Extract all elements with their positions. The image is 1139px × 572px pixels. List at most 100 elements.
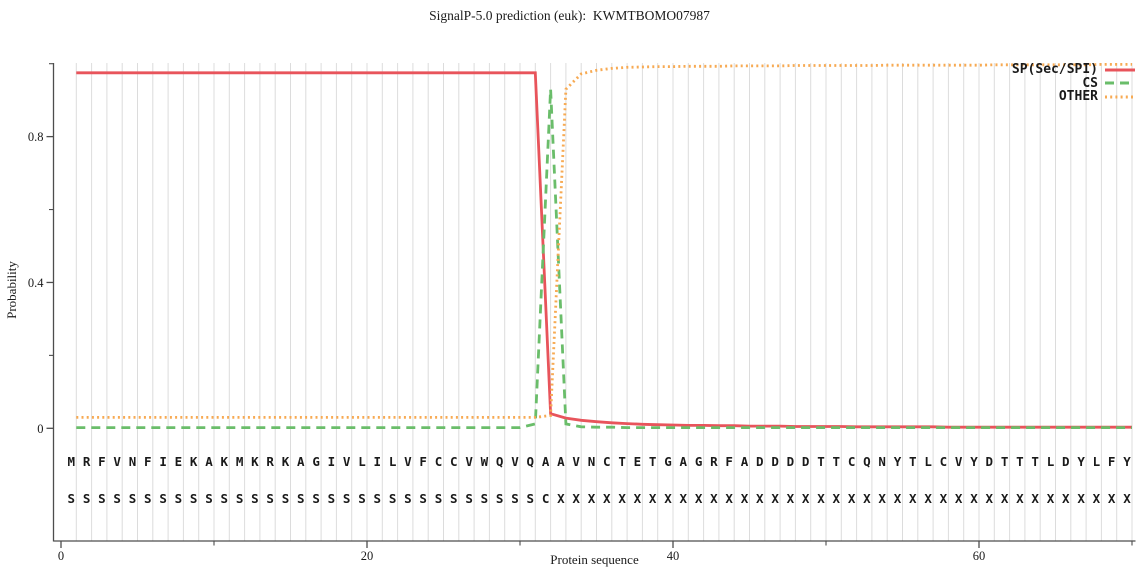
- marker-letter: S: [282, 491, 290, 506]
- sequence-letter: A: [205, 454, 213, 469]
- sequence-letter: K: [221, 454, 229, 469]
- sequence-letter: Y: [1123, 454, 1131, 469]
- sequence-letter: F: [419, 454, 427, 469]
- sequence-letter: L: [1093, 454, 1101, 469]
- sequence-letter: G: [664, 454, 672, 469]
- sequence-letter: A: [297, 454, 305, 469]
- marker-letter: X: [572, 491, 580, 506]
- marker-letter: S: [297, 491, 305, 506]
- sequence-letter: I: [159, 454, 167, 469]
- marker-letter: S: [465, 491, 473, 506]
- sequence-letter: D: [787, 454, 795, 469]
- sequence-letter: F: [144, 454, 152, 469]
- sequence-letter: Q: [863, 454, 871, 469]
- sequence-letter: R: [710, 454, 718, 469]
- chart-title: SignalP-5.0 prediction (euk): KWMTBOMO07…: [429, 8, 710, 23]
- sequence-letter: L: [358, 454, 366, 469]
- x-axis-label: Protein sequence: [550, 552, 639, 567]
- marker-letter: S: [205, 491, 213, 506]
- marker-letter: X: [557, 491, 565, 506]
- sequence-letter: L: [924, 454, 932, 469]
- marker-letter: X: [1016, 491, 1024, 506]
- marker-letter: S: [266, 491, 274, 506]
- y-tick-label: 0: [37, 422, 43, 436]
- marker-letter: X: [771, 491, 779, 506]
- sequence-letter: R: [83, 454, 91, 469]
- y-tick-label: 0.4: [28, 276, 44, 290]
- marker-letter: S: [144, 491, 152, 506]
- legend-row-sp: SP(Sec/SPI): [1012, 63, 1135, 77]
- marker-letter: S: [113, 491, 121, 506]
- legend-row-other: OTHER: [1012, 90, 1135, 104]
- sequence-letter: T: [649, 454, 657, 469]
- marker-letter: S: [98, 491, 106, 506]
- marker-letter: S: [435, 491, 443, 506]
- y-axis-label: Probability: [4, 261, 19, 319]
- marker-letter: X: [741, 491, 749, 506]
- sequence-letter: T: [833, 454, 841, 469]
- marker-letter: S: [83, 491, 91, 506]
- sequence-letter: T: [1031, 454, 1039, 469]
- marker-letter: X: [649, 491, 657, 506]
- sequence-letter: Y: [970, 454, 978, 469]
- sequence-letter: G: [312, 454, 320, 469]
- sequence-letter: M: [68, 454, 76, 469]
- sequence-letter: M: [236, 454, 244, 469]
- sequence-letter: V: [465, 454, 473, 469]
- marker-letter: S: [251, 491, 259, 506]
- sequence-letter: N: [878, 454, 886, 469]
- marker-letter: X: [833, 491, 841, 506]
- marker-letter: S: [419, 491, 427, 506]
- marker-letter: X: [940, 491, 948, 506]
- sequence-letter: N: [588, 454, 596, 469]
- sequence-letter: K: [251, 454, 259, 469]
- marker-letter: S: [511, 491, 519, 506]
- marker-letter: S: [374, 491, 382, 506]
- marker-letter: S: [328, 491, 336, 506]
- sequence-letter: W: [481, 454, 489, 469]
- marker-letter: C: [542, 491, 550, 506]
- marker-letter: X: [802, 491, 810, 506]
- marker-letter: X: [664, 491, 672, 506]
- marker-letter: X: [955, 491, 963, 506]
- sequence-letter: A: [542, 454, 550, 469]
- x-tick-label: 0: [58, 549, 64, 563]
- sequence-letter: T: [909, 454, 917, 469]
- marker-letter: S: [389, 491, 397, 506]
- sequence-letter: I: [328, 454, 336, 469]
- sequence-letter: A: [680, 454, 688, 469]
- marker-letter: S: [236, 491, 244, 506]
- sequence-letter: L: [389, 454, 397, 469]
- sequence-letter: D: [756, 454, 764, 469]
- marker-letter: S: [68, 491, 76, 506]
- marker-letter: S: [404, 491, 412, 506]
- marker-letter: X: [1062, 491, 1070, 506]
- other-curve: [76, 63, 1132, 419]
- marker-letter: S: [481, 491, 489, 506]
- sequence-letter: G: [695, 454, 703, 469]
- sequence-letter: C: [450, 454, 458, 469]
- sequence-letter: E: [634, 454, 642, 469]
- marker-letter: X: [1031, 491, 1039, 506]
- marker-letter: X: [924, 491, 932, 506]
- sequence-letter: V: [343, 454, 351, 469]
- marker-letter: X: [680, 491, 688, 506]
- sequence-letter: C: [848, 454, 856, 469]
- marker-letter: X: [1093, 491, 1101, 506]
- marker-letter: X: [817, 491, 825, 506]
- sequence-letter: D: [1062, 454, 1070, 469]
- marker-letter: X: [756, 491, 764, 506]
- x-tick-label: 20: [361, 549, 374, 563]
- marker-letter: X: [1001, 491, 1009, 506]
- marker-letter: X: [909, 491, 917, 506]
- marker-letter: X: [848, 491, 856, 506]
- x-tick-label: 60: [973, 549, 986, 563]
- sequence-letter: T: [1001, 454, 1009, 469]
- sequence-letter: R: [266, 454, 274, 469]
- sequence-letter: V: [113, 454, 121, 469]
- marker-letter: X: [787, 491, 795, 506]
- sequence-letter: D: [986, 454, 994, 469]
